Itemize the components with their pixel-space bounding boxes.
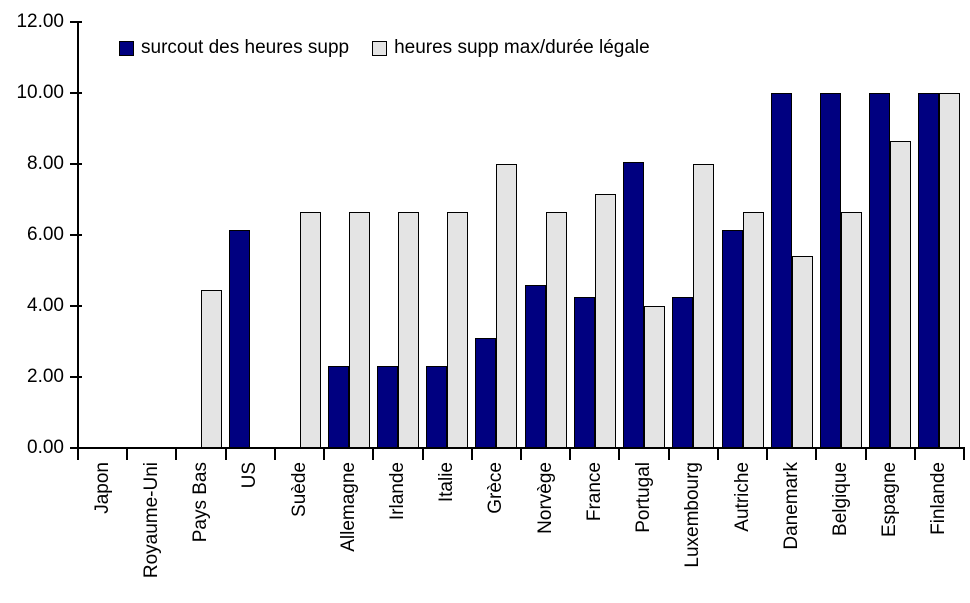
bar-max-italie	[447, 211, 469, 448]
bar-surcout-allemagne	[327, 366, 349, 448]
bar-surcout-norv-ge	[524, 284, 546, 448]
legend-label-heures-supp-max: heures supp max/durée légale	[394, 37, 650, 58]
x-axis-label-su-de: Suède	[288, 462, 310, 517]
y-axis-line	[77, 22, 79, 450]
x-axis-label-us: US	[239, 462, 261, 489]
x-axis-label-royaume-uni: Royaume-Uni	[140, 462, 162, 579]
bar-max-finlande	[939, 93, 961, 448]
legend-item-heures-supp-max: heures supp max/durée légale	[372, 38, 650, 58]
x-axis-label-luxembourg: Luxembourg	[682, 462, 704, 568]
bar-surcout-espagne	[869, 93, 891, 448]
bar-max-belgique	[840, 211, 862, 448]
x-axis-label-espagne: Espagne	[879, 462, 901, 538]
x-axis-tick	[372, 447, 375, 460]
bar-surcout-us	[229, 229, 251, 448]
x-axis-label-finlande: Finlande	[928, 462, 950, 535]
bar-surcout-luxembourg	[672, 297, 694, 448]
y-axis-label: 2.00	[27, 366, 64, 387]
y-axis-tick	[70, 376, 82, 378]
y-axis-tick	[70, 92, 82, 94]
bar-max-gr-ce	[496, 164, 518, 448]
x-axis-label-italie: Italie	[436, 462, 458, 503]
bar-max-espagne	[890, 140, 912, 448]
bar-surcout-portugal	[623, 162, 645, 448]
legend-label-surcout-heures-supp: surcout des heures supp	[141, 37, 350, 58]
y-axis-label: 10.00	[16, 82, 64, 103]
x-axis-tick	[224, 447, 227, 460]
x-axis-label-japon: Japon	[91, 462, 113, 514]
x-axis-label-france: France	[583, 462, 605, 522]
bar-surcout-finlande	[918, 93, 940, 448]
bar-surcout-danemark	[770, 93, 792, 448]
x-axis-label-portugal: Portugal	[633, 462, 655, 533]
x-axis-label-pays-bas: Pays Bas	[190, 462, 212, 543]
y-axis-tick	[70, 163, 82, 165]
x-axis-label-danemark: Danemark	[780, 462, 802, 550]
bar-max-norv-ge	[545, 211, 567, 448]
bar-max-danemark	[791, 256, 813, 448]
legend-swatch-navy	[119, 40, 134, 56]
x-axis-tick	[77, 447, 79, 460]
bar-surcout-irlande	[376, 366, 398, 448]
x-axis-tick	[963, 447, 965, 460]
x-axis-label-gr-ce: Grèce	[485, 462, 507, 514]
x-axis-tick	[618, 447, 621, 460]
x-axis-tick	[126, 447, 129, 460]
y-axis-label: 4.00	[27, 295, 64, 316]
x-axis-tick	[175, 447, 178, 460]
x-axis-tick	[716, 447, 719, 460]
bar-surcout-gr-ce	[475, 337, 497, 448]
y-axis-label: 12.00	[16, 11, 64, 32]
y-axis-label: 6.00	[27, 224, 64, 245]
bar-max-portugal	[644, 306, 666, 448]
x-axis-label-irlande: Irlande	[386, 462, 408, 521]
legend-swatch-gray	[372, 40, 388, 56]
x-axis-tick	[913, 447, 916, 460]
bar-surcout-autriche	[721, 229, 743, 448]
y-axis-tick	[70, 234, 82, 236]
x-axis-label-autriche: Autriche	[731, 462, 753, 532]
bar-max-allemagne	[348, 211, 370, 448]
x-axis-label-norv-ge: Norvège	[534, 462, 556, 534]
y-axis-tick	[70, 305, 82, 307]
y-axis-tick	[70, 21, 82, 23]
x-axis-tick	[864, 447, 867, 460]
bar-surcout-belgique	[819, 93, 841, 448]
bar-max-su-de	[299, 211, 321, 448]
legend-item-surcout-heures-supp: surcout des heures supp	[119, 38, 349, 58]
y-axis-label: 0.00	[27, 437, 64, 458]
x-axis-tick	[815, 447, 818, 460]
x-axis-tick	[421, 447, 424, 460]
x-axis-tick	[667, 447, 670, 460]
x-axis-tick	[273, 447, 276, 460]
bar-max-irlande	[397, 211, 419, 448]
y-axis-tick	[70, 447, 82, 449]
x-axis-tick	[569, 447, 572, 460]
x-axis-tick	[520, 447, 522, 460]
bar-max-autriche	[742, 211, 764, 448]
x-axis-tick	[766, 447, 769, 460]
x-axis-label-belgique: Belgique	[829, 462, 851, 536]
bar-max-france	[594, 194, 616, 448]
chart-legend: surcout des heures supp heures supp max/…	[119, 38, 650, 58]
x-axis-tick	[323, 447, 326, 460]
y-axis-label: 8.00	[27, 153, 64, 174]
bar-max-luxembourg	[693, 164, 715, 448]
bar-max-pays-bas	[201, 290, 223, 448]
x-axis-tick	[470, 447, 473, 460]
bar-surcout-italie	[426, 366, 448, 448]
bar-surcout-france	[573, 297, 595, 448]
x-axis-label-allemagne: Allemagne	[337, 462, 359, 552]
